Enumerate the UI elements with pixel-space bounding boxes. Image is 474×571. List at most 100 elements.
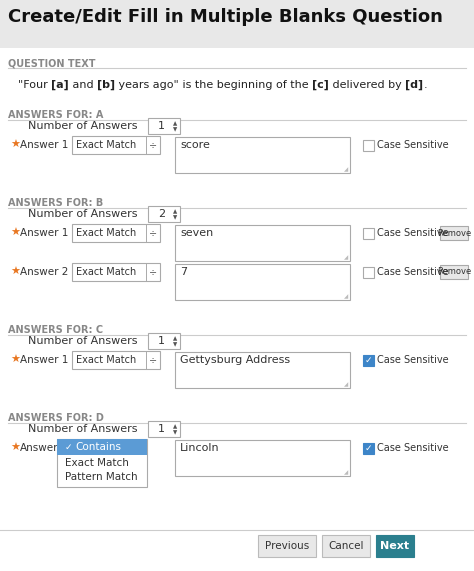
Text: Gettysburg Address: Gettysburg Address bbox=[180, 355, 290, 365]
Text: Exact Match: Exact Match bbox=[76, 140, 136, 150]
Text: ✓: ✓ bbox=[364, 444, 372, 452]
Text: ◢: ◢ bbox=[344, 255, 348, 260]
Text: and: and bbox=[69, 80, 97, 90]
Text: ◢: ◢ bbox=[344, 470, 348, 475]
Bar bbox=[175, 225, 350, 261]
Text: 2: 2 bbox=[158, 209, 165, 219]
Text: ANSWERS FOR: D: ANSWERS FOR: D bbox=[8, 413, 104, 423]
Text: .: . bbox=[423, 80, 427, 90]
Bar bbox=[363, 140, 374, 151]
Text: is the beginning of the: is the beginning of the bbox=[179, 80, 312, 90]
Text: ÷: ÷ bbox=[149, 355, 157, 365]
Text: Create/Edit Fill in Multiple Blanks Question: Create/Edit Fill in Multiple Blanks Ques… bbox=[8, 8, 443, 26]
Text: Answer 1: Answer 1 bbox=[20, 228, 68, 238]
Text: ÷: ÷ bbox=[149, 228, 157, 238]
Text: delivered by: delivered by bbox=[329, 80, 405, 90]
Text: Answer: Answer bbox=[20, 443, 58, 453]
Text: Cancel: Cancel bbox=[328, 541, 364, 551]
Text: 1: 1 bbox=[158, 121, 165, 131]
Text: Exact Match: Exact Match bbox=[76, 267, 136, 277]
Text: [b]: [b] bbox=[97, 80, 115, 90]
Text: ANSWERS FOR: C: ANSWERS FOR: C bbox=[8, 325, 103, 335]
Text: 1: 1 bbox=[158, 424, 165, 434]
Text: ▲: ▲ bbox=[173, 424, 177, 429]
Text: ◢: ◢ bbox=[344, 382, 348, 387]
Bar bbox=[72, 224, 160, 242]
Text: Exact Match: Exact Match bbox=[76, 228, 136, 238]
Text: Remove: Remove bbox=[437, 228, 471, 238]
Text: [c]: [c] bbox=[312, 80, 329, 90]
Text: ÷: ÷ bbox=[149, 140, 157, 150]
Text: 1: 1 bbox=[158, 336, 165, 346]
Text: ★: ★ bbox=[10, 228, 20, 238]
Text: years ago": years ago" bbox=[115, 80, 179, 90]
Bar bbox=[175, 137, 350, 173]
Text: Answer 1: Answer 1 bbox=[20, 140, 68, 150]
Text: Pattern Match: Pattern Match bbox=[65, 472, 137, 482]
Bar bbox=[175, 264, 350, 300]
Text: ★: ★ bbox=[10, 267, 20, 277]
Text: ★: ★ bbox=[10, 140, 20, 150]
Bar bbox=[363, 355, 374, 366]
Text: ★: ★ bbox=[10, 443, 20, 453]
Text: Case Sensitive: Case Sensitive bbox=[377, 355, 448, 365]
Text: Exact Match: Exact Match bbox=[76, 355, 136, 365]
Text: seven: seven bbox=[180, 228, 213, 238]
Text: ✓: ✓ bbox=[65, 443, 73, 452]
Text: Answer 1: Answer 1 bbox=[20, 355, 68, 365]
Bar bbox=[148, 421, 180, 437]
Bar bbox=[72, 136, 160, 154]
Text: QUESTION TEXT: QUESTION TEXT bbox=[8, 58, 95, 68]
Bar bbox=[175, 352, 350, 388]
Text: Exact Match: Exact Match bbox=[65, 458, 129, 468]
Text: Case Sensitive: Case Sensitive bbox=[377, 267, 448, 277]
Bar bbox=[440, 226, 468, 240]
Text: ▼: ▼ bbox=[173, 343, 177, 348]
Text: ▲: ▲ bbox=[173, 210, 177, 215]
Text: Remove: Remove bbox=[437, 267, 471, 276]
Text: ★: ★ bbox=[10, 355, 20, 365]
Bar bbox=[148, 333, 180, 349]
Bar bbox=[57, 439, 147, 455]
Text: ◢: ◢ bbox=[344, 294, 348, 299]
Text: Number of Answers: Number of Answers bbox=[28, 336, 137, 346]
Text: ◢: ◢ bbox=[344, 167, 348, 172]
Text: ▲: ▲ bbox=[173, 336, 177, 341]
Text: Answer 2: Answer 2 bbox=[20, 267, 68, 277]
Text: Contains: Contains bbox=[75, 442, 121, 452]
Text: ANSWERS FOR: A: ANSWERS FOR: A bbox=[8, 110, 103, 120]
Text: Case Sensitive: Case Sensitive bbox=[377, 443, 448, 453]
Text: Number of Answers: Number of Answers bbox=[28, 209, 137, 219]
Text: "Four: "Four bbox=[18, 80, 51, 90]
Text: Previous: Previous bbox=[265, 541, 309, 551]
Text: ▼: ▼ bbox=[173, 431, 177, 436]
Text: Next: Next bbox=[381, 541, 410, 551]
Text: ANSWERS FOR: B: ANSWERS FOR: B bbox=[8, 198, 103, 208]
Bar bbox=[258, 535, 316, 557]
Bar bbox=[175, 440, 350, 476]
Text: Number of Answers: Number of Answers bbox=[28, 121, 137, 131]
Text: ÷: ÷ bbox=[149, 267, 157, 277]
Text: Case Sensitive: Case Sensitive bbox=[377, 140, 448, 150]
Bar bbox=[363, 443, 374, 454]
Text: Number of Answers: Number of Answers bbox=[28, 424, 137, 434]
Bar bbox=[57, 439, 147, 487]
Text: [a]: [a] bbox=[51, 80, 69, 90]
Text: Case Sensitive: Case Sensitive bbox=[377, 228, 448, 238]
Text: [d]: [d] bbox=[405, 80, 423, 90]
Bar bbox=[72, 263, 160, 281]
Bar bbox=[148, 118, 180, 134]
Text: ▼: ▼ bbox=[173, 127, 177, 132]
Bar bbox=[363, 228, 374, 239]
Text: 7: 7 bbox=[180, 267, 187, 277]
Text: score: score bbox=[180, 140, 210, 150]
Bar bbox=[363, 267, 374, 278]
Bar bbox=[72, 351, 160, 369]
Bar bbox=[376, 535, 414, 557]
Bar bbox=[148, 206, 180, 222]
Text: ▲: ▲ bbox=[173, 122, 177, 127]
Bar bbox=[322, 535, 370, 557]
Text: Lincoln: Lincoln bbox=[180, 443, 219, 453]
Bar bbox=[0, 0, 474, 48]
Bar bbox=[440, 265, 468, 279]
